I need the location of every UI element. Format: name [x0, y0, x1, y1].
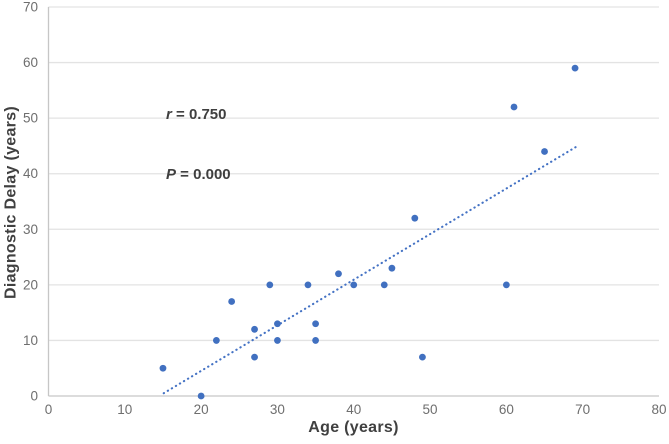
x-tick-label-60: 60 [499, 402, 514, 417]
p-value: = 0.000 [176, 166, 231, 183]
y-tick-label-40: 40 [23, 166, 38, 181]
x-tick-label-50: 50 [423, 402, 438, 417]
y-tick-label-70: 70 [23, 0, 38, 15]
data-point-49-7 [419, 353, 426, 361]
x-tick-label-80: 80 [651, 402, 666, 417]
data-point-35-13 [312, 320, 319, 328]
data-point-30-10 [274, 337, 281, 344]
trendline [162, 145, 577, 395]
y-axis-title: Diagnostic Delay (years) [2, 105, 20, 300]
data-point-20-0 [197, 392, 205, 400]
data-point-38-22 [335, 270, 342, 278]
x-tick-label-30: 30 [270, 402, 285, 417]
data-point-24-17 [228, 298, 236, 305]
data-point-45-23 [388, 264, 396, 272]
x-tick-label-0: 0 [45, 402, 53, 417]
y-tick-label-60: 60 [23, 55, 38, 70]
x-tick-label-20: 20 [194, 402, 209, 417]
data-point-15-5 [159, 364, 167, 372]
data-point-34-20 [304, 281, 312, 289]
p-label: P [166, 166, 177, 183]
x-axis-title: Age (years) [308, 419, 399, 436]
data-point-35-10 [312, 337, 319, 344]
data-point-44-20 [380, 281, 388, 289]
x-tick-label-10: 10 [117, 402, 132, 417]
data-point-27-12 [251, 325, 258, 333]
x-tick-label-40: 40 [346, 402, 361, 417]
data-point-60-20 [502, 281, 510, 289]
r-statistic-line: r = 0.750 [166, 105, 231, 125]
p-statistic-line: P = 0.000 [166, 165, 231, 185]
data-point-29-20 [266, 281, 274, 289]
y-tick-label-30: 30 [23, 222, 38, 237]
y-tick-label-20: 20 [23, 277, 38, 292]
y-tick-label-10: 10 [23, 333, 38, 348]
y-tick-label-0: 0 [30, 389, 38, 404]
data-point-30-13 [274, 320, 281, 328]
data-point-27-7 [251, 353, 258, 361]
x-tick-label-70: 70 [575, 402, 590, 417]
y-tick-label-50: 50 [23, 111, 38, 126]
data-point-40-20 [350, 281, 358, 289]
data-point-48-32 [411, 214, 419, 222]
data-point-22-10 [212, 337, 220, 344]
r-label: r [166, 106, 172, 123]
data-point-69-59 [571, 64, 579, 72]
data-point-65-44 [541, 148, 548, 155]
data-point-61-52 [510, 103, 518, 111]
r-value: = 0.750 [171, 106, 227, 123]
correlation-annotation: r = 0.750 P = 0.000 [166, 65, 231, 225]
